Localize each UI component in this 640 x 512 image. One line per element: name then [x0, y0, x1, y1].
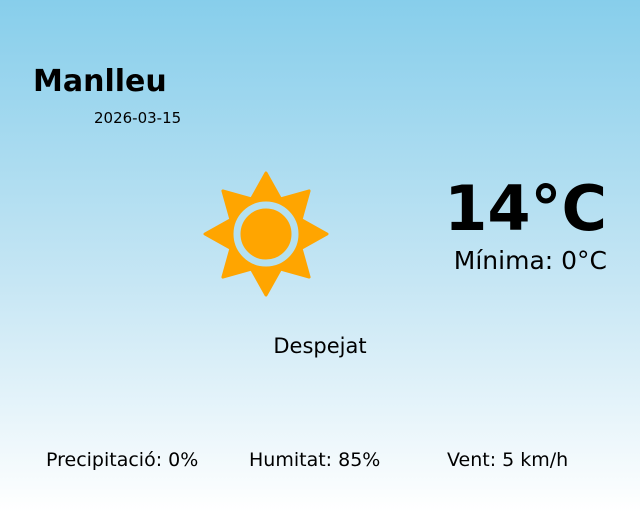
current-temperature: 14°C — [444, 172, 607, 245]
humidity: Humitat: 85% — [249, 449, 381, 471]
condition-label: Despejat — [273, 334, 367, 358]
wind: Vent: 5 km/h — [447, 449, 569, 471]
date: 2026-03-15 — [94, 109, 182, 127]
sun-core — [242, 210, 290, 258]
minimum-temperature: Mínima: 0°C — [453, 246, 607, 275]
sun-ring — [233, 201, 299, 267]
city-name: Manlleu — [33, 64, 167, 99]
sun-icon — [203, 171, 329, 297]
precipitation: Precipitació: 0% — [46, 449, 199, 471]
